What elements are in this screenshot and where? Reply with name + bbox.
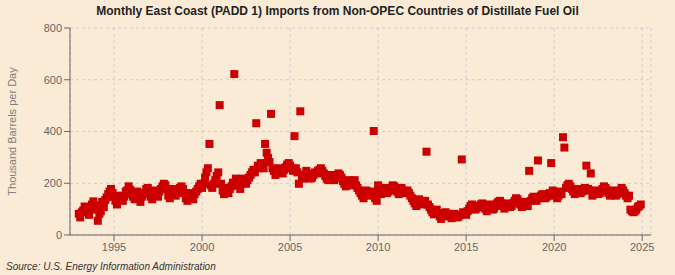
html-text:Source: U.S. Energy Informatio: Source: U.S. Energy Information Administ… <box>6 261 216 272</box>
svg-text:2025: 2025 <box>630 241 654 253</box>
svg-text:600: 600 <box>44 74 62 86</box>
svg-text:2010: 2010 <box>366 241 390 253</box>
svg-text:400: 400 <box>44 125 62 137</box>
svg-text:2020: 2020 <box>542 241 566 253</box>
svg-text:1995: 1995 <box>102 241 126 253</box>
svg-text:800: 800 <box>44 22 62 34</box>
svg-text:200: 200 <box>44 177 62 189</box>
html-text:Monthly East Coast (PADD 1) Im: Monthly East Coast (PADD 1) Imports from… <box>96 4 579 18</box>
svg-text:2005: 2005 <box>278 241 302 253</box>
svg-text:2015: 2015 <box>454 241 478 253</box>
svg-text:Thousand Barrels per Day: Thousand Barrels per Day <box>8 67 18 196</box>
svg-text:2000: 2000 <box>190 241 214 253</box>
svg-text:0: 0 <box>56 229 62 241</box>
